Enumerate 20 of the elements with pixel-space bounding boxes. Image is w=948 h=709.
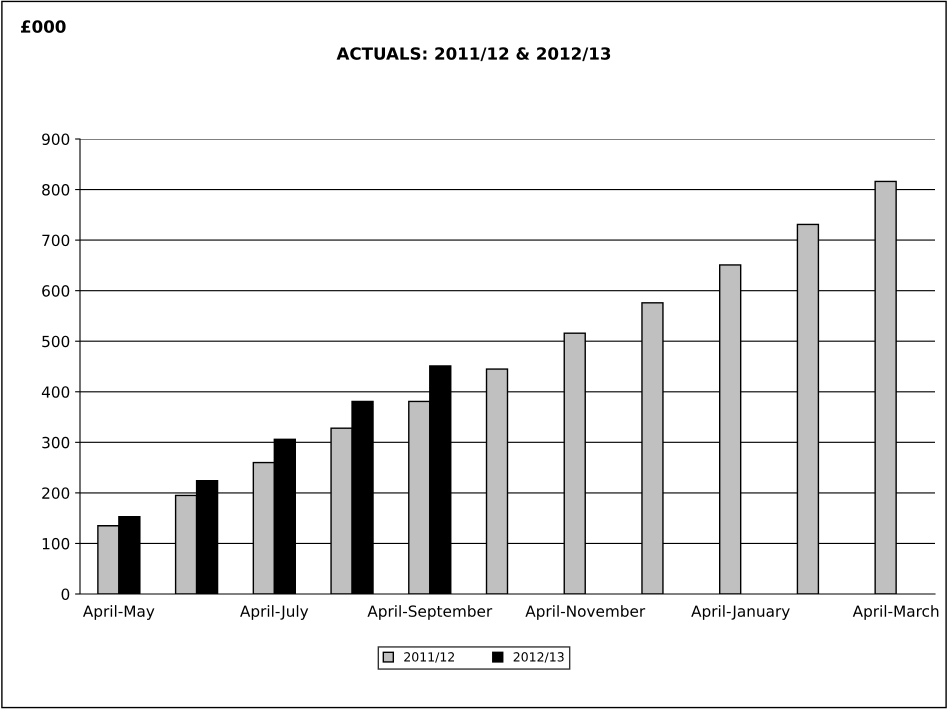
y-tick-label: 0 [62,588,70,600]
x-tick-label: April-January [691,605,790,620]
y-tick-label: 100 [42,538,70,550]
y-tick-label: 200 [42,487,70,499]
x-tick-label: April-May [82,605,154,620]
y-tick-label: 400 [42,386,70,398]
x-tick-label: April-March [852,605,938,620]
x-tick-label: April-November [525,605,646,620]
legend-label: 2011/12 [404,652,454,663]
y-tick-label: 800 [42,184,70,196]
chart-title: ACTUALS: 2011/12 & 2012/13 [336,47,610,62]
x-tick-label: April-July [240,605,308,620]
y-tick-label: 700 [42,234,70,246]
y-tick-label: 600 [42,285,70,297]
y-tick-label: 300 [42,436,70,448]
y-tick-label: 900 [42,133,70,146]
x-tick-label: April-September [367,605,492,620]
y-tick-label: 500 [42,336,70,348]
text: £000 [21,20,66,33]
legend-label: 2012/13 [514,652,564,663]
